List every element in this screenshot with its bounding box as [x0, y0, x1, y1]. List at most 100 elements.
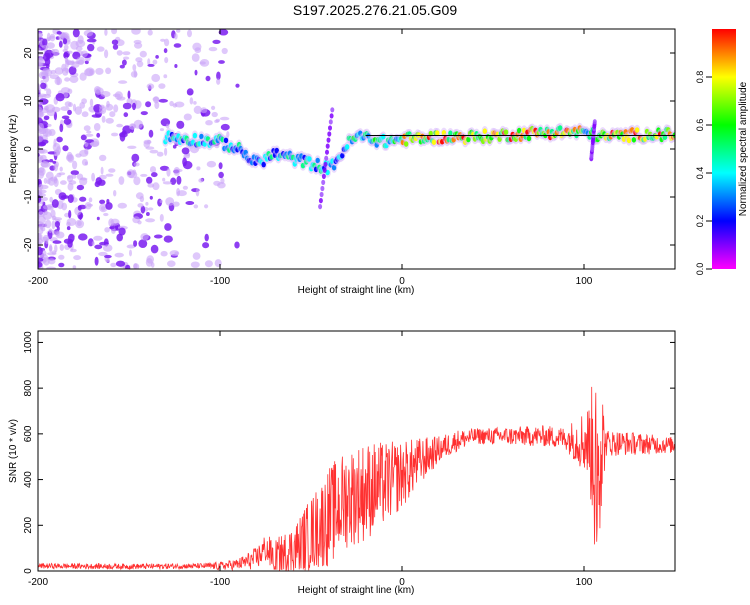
noise-blob [164, 223, 172, 231]
noise-blob [221, 47, 228, 55]
noise-blob [93, 235, 103, 241]
noise-blob [104, 227, 110, 233]
ridge-branch-cell [325, 149, 329, 155]
x-tick-label: -100 [210, 577, 230, 588]
noise-blob [46, 42, 55, 49]
noise-blob [96, 216, 100, 221]
noise-blob [126, 169, 135, 179]
snr-series-line [38, 386, 675, 571]
colorbar-tick-label: 0.8 [695, 71, 705, 84]
ridge-cell [448, 130, 453, 136]
ridge-branch-cell [592, 119, 597, 125]
noise-blob [163, 74, 168, 79]
noise-blob [85, 133, 94, 137]
noise-blob [133, 119, 143, 129]
noise-blob [104, 29, 108, 36]
noise-blob [218, 60, 225, 64]
noise-blob [159, 199, 163, 204]
noise-blob [149, 166, 157, 173]
noise-blob [56, 136, 63, 143]
noise-blob [99, 199, 106, 205]
noise-blob [146, 212, 150, 216]
noise-blob [70, 170, 80, 176]
snr-frame [37, 330, 676, 572]
noise-blob [71, 174, 77, 179]
noise-blob [88, 197, 93, 203]
noise-blob [145, 218, 156, 223]
noise-blob [94, 86, 101, 94]
noise-blob [212, 39, 221, 45]
ridge-cell [482, 128, 487, 134]
noise-blob [213, 180, 221, 186]
colorbar-tick-label: 0.0 [695, 263, 705, 276]
noise-blob [152, 59, 158, 65]
ridge-branch-cell [329, 113, 334, 119]
noise-blob [148, 129, 154, 138]
colorbar-gradient [712, 29, 736, 269]
noise-blob [79, 196, 87, 202]
noise-blob [95, 177, 103, 185]
noise-blob [133, 240, 138, 247]
noise-blob [144, 206, 149, 212]
noise-blob [104, 254, 112, 259]
noise-blob [69, 248, 77, 253]
noise-blob [65, 67, 69, 74]
noise-blob [99, 154, 107, 162]
noise-blob [169, 250, 180, 257]
x-tick-label: 100 [576, 276, 593, 287]
noise-blob [75, 153, 82, 158]
snr-panel: -200 -100 0 100 0 200 400 600 800 1000 Height of… [8, 330, 676, 596]
noise-blob [159, 214, 164, 222]
noise-blob [136, 60, 144, 68]
noise-blob [38, 257, 44, 263]
noise-blob [64, 56, 69, 63]
colorbar-label: Normalized spectral amplitude [738, 81, 749, 216]
noise-blob [114, 252, 124, 258]
noise-blob [202, 242, 210, 249]
ridge-cell [431, 139, 437, 145]
y-tick-label: 0 [23, 146, 34, 152]
noise-blob [91, 114, 102, 118]
noise-blob [194, 47, 202, 54]
y-tick-label: -10 [23, 189, 34, 204]
colorbar-ticks: 0.0 0.2 0.4 0.6 0.8 [695, 71, 712, 276]
noise-blob [132, 102, 136, 111]
noise-blob [48, 228, 53, 234]
ridge-branch-cell [330, 107, 335, 113]
snr-y-ticks: 0 200 400 600 800 1000 [23, 331, 675, 574]
noise-blob [69, 75, 79, 84]
noise-blob [56, 31, 62, 35]
noise-blob [147, 58, 151, 66]
noise-blob [200, 107, 208, 114]
noise-blob [106, 100, 110, 108]
noise-blob [49, 159, 54, 163]
snr-x-label: Height of straight line (km) [298, 585, 415, 596]
noise-blob [91, 241, 95, 246]
noise-blob [58, 262, 65, 268]
noise-blob [59, 123, 64, 133]
noise-blob [133, 70, 138, 78]
ridge-cell [626, 137, 632, 144]
noise-blob [79, 102, 86, 109]
ridge-branch-cell [325, 143, 330, 149]
noise-blob [46, 266, 56, 269]
y-tick-label: 20 [23, 47, 34, 59]
noise-blob [140, 233, 149, 241]
noise-blob [145, 258, 153, 267]
noise-blob [40, 154, 47, 161]
noise-blob [111, 29, 118, 35]
noise-blob [132, 64, 137, 72]
noise-blob [194, 69, 198, 76]
ridge-branch-cell [326, 137, 331, 143]
noise-blob [59, 166, 63, 172]
noise-blob [105, 202, 113, 210]
noise-blob [61, 63, 67, 72]
noise-blob [38, 261, 43, 268]
noise-blob [50, 69, 57, 75]
ridge-cell [345, 144, 350, 150]
noise-blob [48, 177, 55, 186]
noise-blob [89, 98, 94, 107]
noise-blob [83, 29, 94, 37]
ridge-branch-cell [321, 173, 326, 179]
x-tick-label: 0 [399, 577, 405, 588]
